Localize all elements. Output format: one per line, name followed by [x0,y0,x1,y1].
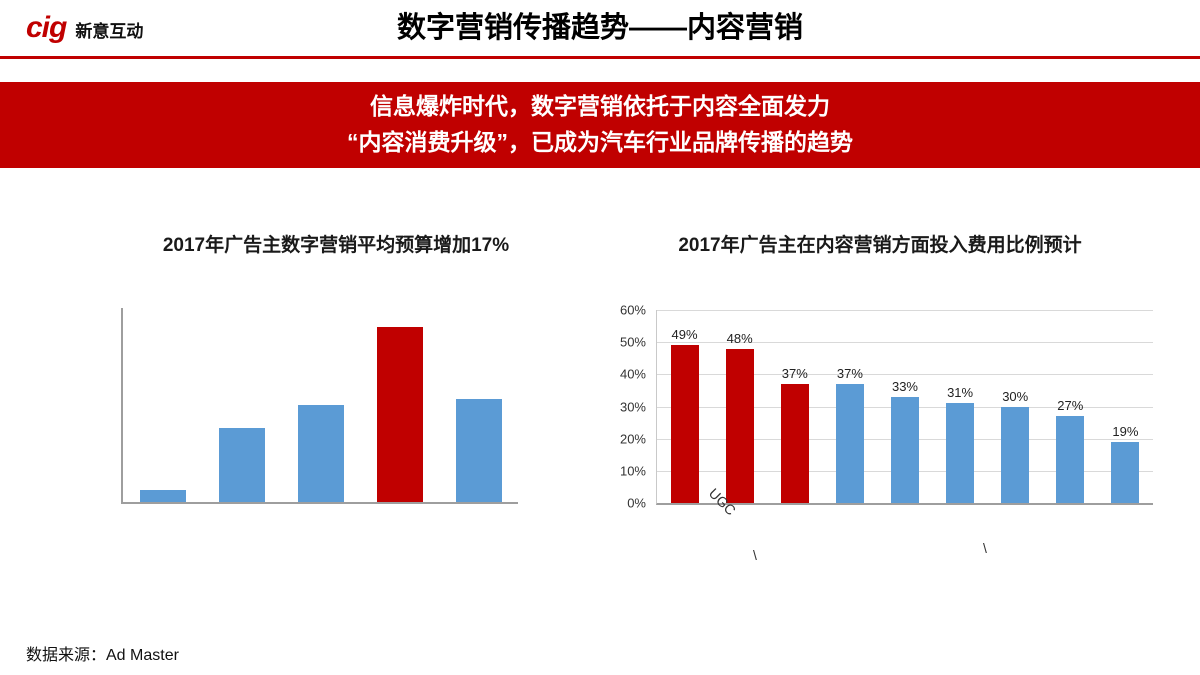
y-axis-tick-label: 20% [619,431,646,447]
percent-bar: 33% [890,379,919,503]
gridline [657,310,1153,311]
percent-bar: 48% [725,331,754,503]
bar-slot: 31% [933,310,988,503]
bar-slot: 49% [657,310,712,503]
percent-bar: 31% [946,385,975,503]
bar-slot: 33% [877,310,932,503]
budget-bar [376,327,423,502]
bar-value-label: 37% [836,365,863,381]
y-axis: 0% 10% 20% 30% 40% 50% 60% [610,303,652,511]
budget-growth-chart [121,308,518,504]
budget-bar [139,490,186,502]
bar-slot: 19% [1098,310,1153,503]
plot-area: 49% 48% 37% 37% 33% 31% 30% 27% 19% [656,310,1153,505]
x-axis-labels: UGC [656,485,1152,575]
page-title: 数字营销传播趋势——内容营销 [396,12,803,44]
bar-value-label: 31% [947,385,974,401]
bar-slot [439,308,518,502]
gridline [657,374,1153,376]
bar-value-label: 37% [781,365,808,381]
bar-slot: 37% [767,310,822,503]
percent-bar: 19% [1111,424,1140,503]
header: cig 新意互动 数字营销传播趋势——内容营销 [0,0,1200,56]
bar-value-label: 30% [1002,388,1029,404]
percent-bar: 27% [1056,398,1085,503]
header-divider [0,56,1200,59]
logo-company-name: 新意互动 [75,22,144,41]
bar-value-label: 19% [1112,423,1139,439]
content-marketing-spend-chart: 0% 10% 20% 30% 40% 50% 60% 49% 48% 37% 37% 33% 31% 3… [610,300,1170,575]
bar-slot: 37% [822,310,877,503]
percent-bar: 37% [835,366,864,503]
data-source: 数据来源：Ad Master [26,647,179,664]
logo: cig 新意互动 [26,13,143,43]
y-axis-tick-label: 50% [619,334,646,350]
y-axis-tick-label: 60% [619,302,646,318]
percent-bar: 37% [780,366,809,503]
banner-line-2: “内容消费升级”，已成为汽车行业品牌传播的趋势 [347,129,853,155]
bar-value-label: 48% [726,330,753,346]
budget-bar [297,405,344,502]
y-axis-tick-label: 40% [619,366,646,382]
percent-bar: 49% [670,327,699,503]
bar-value-label: 27% [1057,398,1084,414]
bar-value-label: 33% [891,378,918,394]
bar-slot [202,308,281,502]
gridline [657,342,1153,344]
x-axis-label-fragment: \ [753,547,757,563]
bar-slot: 48% [712,310,767,503]
key-message-banner: 信息爆炸时代，数字营销依托于内容全面发力 “内容消费升级”，已成为汽车行业品牌传… [0,82,1200,168]
bar-value-label: 49% [671,327,698,343]
bar-slot [360,308,439,502]
logo-cig-mark: cig [26,11,67,44]
x-axis-label-fragment: \ [983,540,987,556]
bar-slot: 27% [1043,310,1098,503]
right-chart-title: 2017年广告主在内容营销方面投入费用比例预计 [678,235,1082,256]
percent-bar: 30% [1001,389,1030,503]
bar-slot [123,308,202,502]
y-axis-tick-label: 0% [627,495,646,511]
budget-growth-chart-bars [123,308,518,502]
budget-bar [455,399,502,502]
left-chart-title: 2017年广告主数字营销平均预算增加17% [162,235,510,256]
banner-line-1: 信息爆炸时代，数字营销依托于内容全面发力 [370,93,830,120]
budget-bar [218,428,265,502]
content-marketing-chart-bars: 49% 48% 37% 37% 33% 31% 30% 27% 19% [657,310,1153,503]
y-axis-tick-label: 10% [619,463,646,479]
y-axis-tick-label: 30% [619,399,646,414]
bar-slot [281,308,360,502]
bar-slot: 30% [988,310,1043,503]
